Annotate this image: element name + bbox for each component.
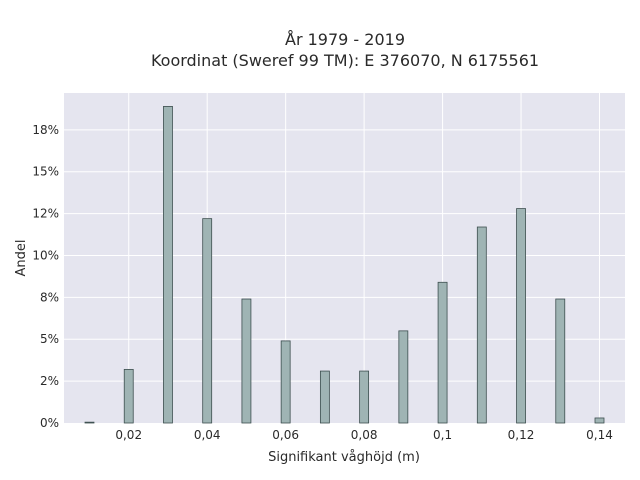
- bar: [84, 421, 95, 424]
- x-tick-label: 0,14: [586, 428, 613, 442]
- bar: [555, 298, 566, 424]
- y-tick-label: 12%: [32, 207, 59, 221]
- x-tick-label: 0,08: [351, 428, 378, 442]
- bar: [437, 281, 448, 424]
- bar: [123, 368, 134, 424]
- x-axis-ticks: 0,02 0,04 0,06 0,08 0,1 0,12 0,14: [115, 428, 612, 442]
- y-axis-ticks: 0% 2% 5% 8% 10% 12% 15% 18%: [32, 123, 59, 430]
- chart-subtitle: Koordinat (Sweref 99 TM): E 376070, N 61…: [151, 51, 539, 70]
- x-tick-label: 0,1: [433, 428, 452, 442]
- bar: [516, 208, 526, 424]
- bar: [398, 330, 409, 424]
- bar: [319, 370, 330, 424]
- bar: [280, 340, 291, 424]
- y-tick-label: 10%: [32, 248, 59, 262]
- y-tick-label: 18%: [32, 123, 59, 137]
- bar: [163, 106, 173, 424]
- x-tick-label: 0,04: [194, 428, 221, 442]
- x-tick-label: 0,12: [508, 428, 535, 442]
- y-tick-label: 5%: [40, 332, 59, 346]
- x-tick-label: 0,02: [115, 428, 142, 442]
- bar: [476, 226, 487, 424]
- bar: [594, 417, 605, 424]
- bar: [359, 370, 370, 424]
- y-tick-label: 0%: [40, 416, 59, 430]
- x-axis-title: Signifikant våghöjd (m): [268, 450, 420, 465]
- y-tick-label: 15%: [32, 165, 59, 179]
- plot-area: [64, 93, 625, 423]
- y-axis-title: Andel: [14, 240, 29, 277]
- bars: [84, 106, 605, 424]
- x-tick-label: 0,06: [272, 428, 299, 442]
- bar: [241, 298, 252, 424]
- bar: [202, 218, 213, 424]
- y-tick-label: 8%: [40, 290, 59, 304]
- y-tick-label: 2%: [40, 374, 59, 388]
- chart-title: År 1979 - 2019: [285, 30, 405, 49]
